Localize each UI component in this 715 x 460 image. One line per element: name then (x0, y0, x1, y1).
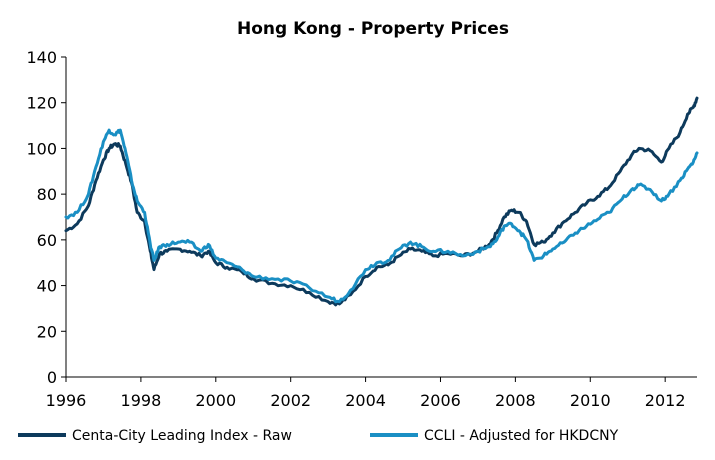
legend-label-1: Centa-City Leading Index - Raw (72, 428, 292, 444)
series-line-1 (64, 96, 699, 307)
y-tick-label: 20 (37, 322, 57, 341)
y-tick-label: 40 (37, 277, 57, 296)
y-tick-label: 100 (26, 139, 57, 158)
x-tick-label: 2010 (570, 391, 611, 410)
y-tick-label: 80 (37, 185, 57, 204)
plot-area: 0 20 40 60 80 100 120 140 1996 1998 2000 2002 2004 20… (26, 48, 699, 410)
x-tick-label: 2002 (270, 391, 311, 410)
series-line-2 (64, 128, 699, 304)
x-tick-label: 1998 (121, 391, 162, 410)
x-tick-label: 2012 (645, 391, 686, 410)
y-tick-label: 140 (26, 48, 57, 67)
x-tick-label: 2000 (195, 391, 236, 410)
x-tick-label: 2004 (345, 391, 386, 410)
y-tick-label: 120 (26, 94, 57, 113)
legend: Centa-City Leading Index - Raw CCLI - Adj… (18, 428, 619, 444)
x-tick-label: 2006 (420, 391, 461, 410)
chart-title: Hong Kong - Property Prices (237, 19, 509, 39)
legend-label-2: CCLI - Adjusted for HKDCNY (424, 428, 619, 444)
y-tick-label: 0 (47, 368, 57, 387)
x-tick-label: 1996 (46, 391, 87, 410)
y-tick-label: 60 (37, 231, 57, 250)
x-tick-label: 2008 (495, 391, 536, 410)
